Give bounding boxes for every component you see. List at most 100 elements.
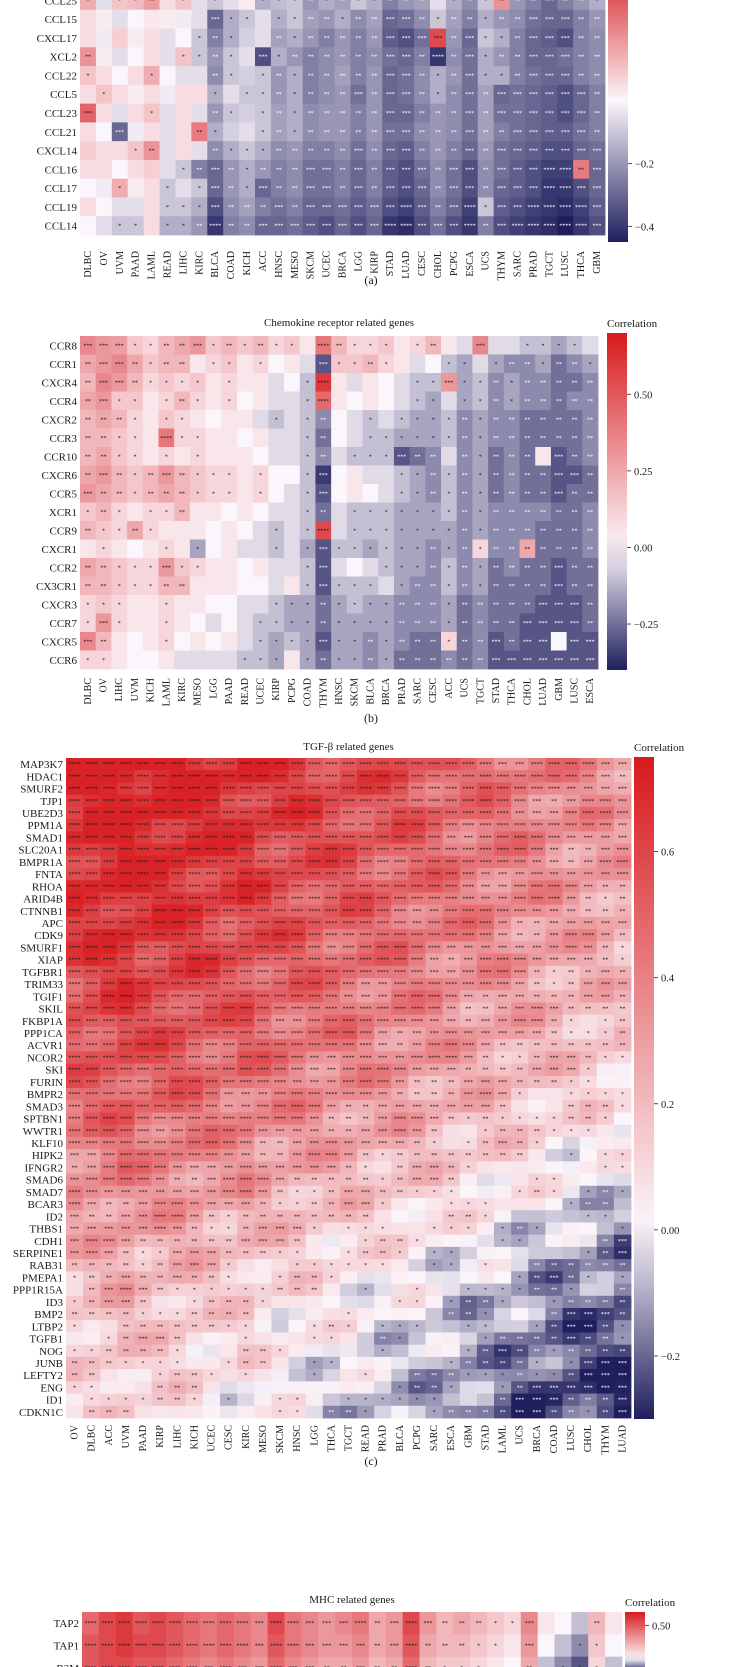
significance-stars: *** xyxy=(327,1080,336,1086)
significance-stars: * xyxy=(484,205,487,211)
significance-stars: * xyxy=(432,528,435,534)
significance-stars: * xyxy=(306,436,309,442)
heatmap-cell xyxy=(409,502,426,522)
heatmap-cell xyxy=(80,447,97,466)
heatmap-cell xyxy=(430,159,447,180)
significance-stars: ** xyxy=(500,1104,506,1110)
significance-stars: **** xyxy=(462,884,474,890)
significance-stars: **** xyxy=(582,811,594,817)
significance-stars: * xyxy=(604,1055,607,1061)
heatmap-cell xyxy=(66,1332,84,1346)
significance-stars: *** xyxy=(258,1129,267,1135)
heatmap-cell xyxy=(80,539,97,559)
significance-stars: ** xyxy=(430,343,436,349)
heatmap-cell xyxy=(550,428,568,448)
heatmap-cell xyxy=(582,391,599,411)
significance-stars: **** xyxy=(531,835,543,841)
heatmap-cell xyxy=(579,758,598,771)
heatmap-cell xyxy=(271,819,289,832)
significance-stars: *** xyxy=(549,1007,558,1013)
significance-stars: * xyxy=(484,1202,487,1208)
significance-stars: *** xyxy=(327,1165,336,1171)
significance-stars: **** xyxy=(103,1117,115,1123)
heatmap-cell xyxy=(236,502,254,522)
heatmap-cell xyxy=(95,66,113,86)
significance-stars: * xyxy=(107,1337,110,1343)
significance-stars: *** xyxy=(554,473,563,479)
significance-stars: ** xyxy=(524,584,530,590)
heatmap-cell xyxy=(441,336,458,355)
heatmap-cell xyxy=(477,122,495,142)
panel-label-1: (b) xyxy=(364,711,378,725)
significance-stars: **** xyxy=(206,1153,218,1159)
heatmap-cell xyxy=(493,122,510,142)
heatmap-cell xyxy=(80,650,97,670)
significance-stars: ** xyxy=(587,417,593,423)
significance-stars: **** xyxy=(69,1104,81,1110)
heatmap-cell xyxy=(409,428,426,448)
significance-stars: * xyxy=(479,473,482,479)
column-label: LAML xyxy=(147,251,158,279)
heatmap-cell xyxy=(339,1234,358,1248)
heatmap-cell xyxy=(374,806,392,820)
significance-stars: * xyxy=(244,1288,247,1294)
significance-stars: *** xyxy=(173,1251,182,1257)
heatmap-cell xyxy=(127,28,145,48)
heatmap-cell xyxy=(331,558,348,577)
significance-stars: * xyxy=(182,224,185,230)
significance-stars: ** xyxy=(403,0,409,4)
significance-stars: **** xyxy=(308,872,320,878)
heatmap-cell xyxy=(205,632,222,651)
heatmap-cell xyxy=(339,1283,358,1297)
significance-stars: ** xyxy=(397,1239,403,1245)
heatmap-cell xyxy=(322,1222,341,1236)
heatmap-cell xyxy=(357,1344,375,1358)
significance-stars: **** xyxy=(575,224,587,230)
heatmap-cell xyxy=(579,770,598,783)
significance-stars: * xyxy=(165,380,168,386)
significance-stars: * xyxy=(142,1251,145,1257)
significance-stars: ** xyxy=(363,1104,369,1110)
significance-stars: *** xyxy=(498,1092,507,1098)
significance-stars: ** xyxy=(85,399,91,405)
heatmap-cell xyxy=(127,47,145,67)
significance-stars: * xyxy=(353,547,356,553)
heatmap-cell xyxy=(168,758,187,771)
significance-stars: ** xyxy=(371,17,377,23)
significance-stars: **** xyxy=(206,933,218,939)
heatmap-cell xyxy=(519,373,536,392)
significance-stars: ** xyxy=(551,1337,557,1343)
significance-stars: **** xyxy=(188,1080,200,1086)
heatmap-cell xyxy=(494,1161,512,1174)
heatmap-cell xyxy=(528,782,546,796)
significance-stars: ** xyxy=(462,528,468,534)
heatmap-cell xyxy=(158,373,175,392)
heatmap-cell xyxy=(221,558,238,577)
heatmap-cell xyxy=(111,428,128,448)
significance-stars: * xyxy=(621,1055,624,1061)
significance-stars: *** xyxy=(449,186,458,192)
significance-stars: **** xyxy=(445,823,457,829)
heatmap-cell xyxy=(408,1198,426,1211)
significance-stars: ** xyxy=(85,473,91,479)
heatmap-cell xyxy=(191,47,208,67)
heatmap-cell xyxy=(488,558,505,577)
heatmap-cell xyxy=(127,410,144,429)
significance-stars: *** xyxy=(498,884,507,890)
heatmap-cell xyxy=(582,632,599,651)
heatmap-cell xyxy=(573,47,590,67)
heatmap-cell xyxy=(582,465,599,485)
significance-stars: *** xyxy=(618,787,627,793)
significance-stars: **** xyxy=(188,774,200,780)
heatmap-cell xyxy=(378,391,395,411)
significance-stars: **** xyxy=(291,835,303,841)
heatmap-cell xyxy=(252,650,269,670)
heatmap-cell xyxy=(378,558,395,577)
significance-stars: ** xyxy=(568,1263,574,1269)
significance-stars: ** xyxy=(465,1300,471,1306)
significance-stars: * xyxy=(165,621,168,627)
significance-stars: * xyxy=(518,1092,521,1098)
significance-stars: * xyxy=(621,1337,624,1343)
significance-stars: **** xyxy=(291,1007,303,1013)
heatmap-cell xyxy=(134,770,153,783)
